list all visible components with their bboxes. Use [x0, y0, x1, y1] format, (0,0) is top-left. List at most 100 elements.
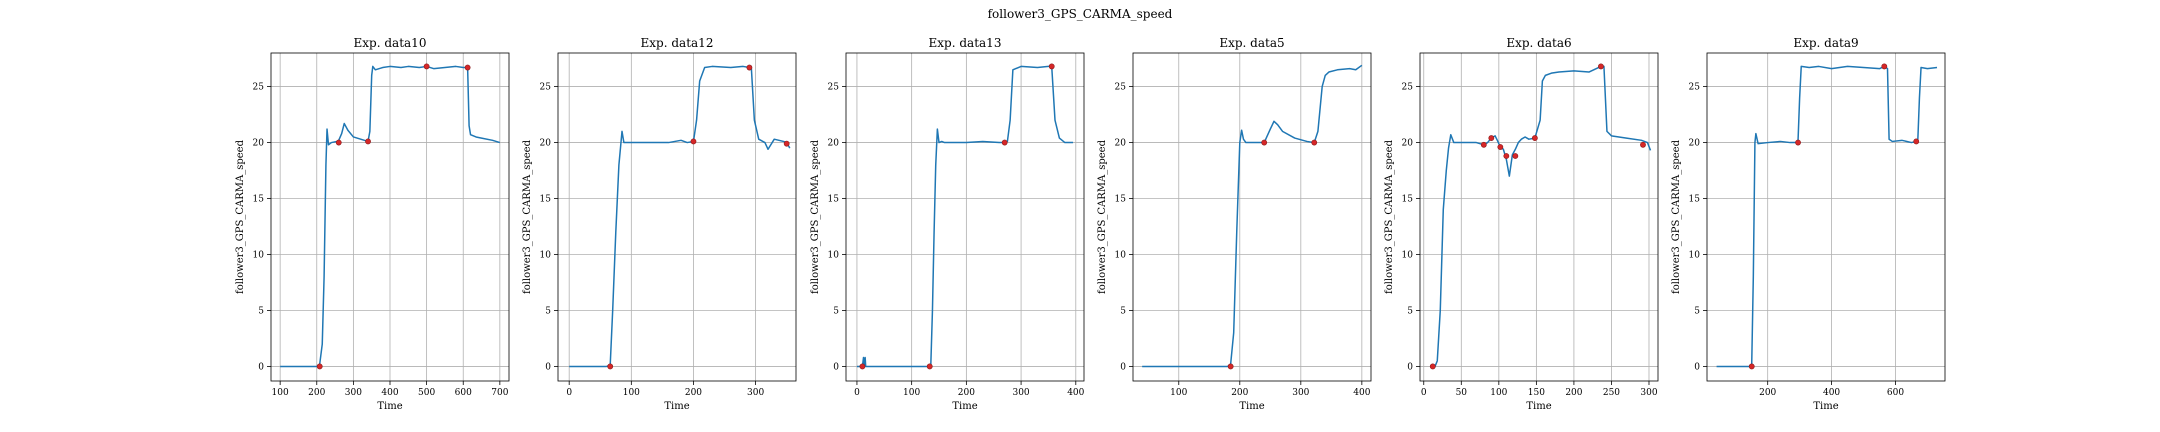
data-point-marker — [1640, 141, 1646, 148]
figure-title: follower3_GPS_CARMA_speed — [988, 7, 1173, 21]
x-tick-label: 200 — [1231, 388, 1248, 398]
data-point-marker — [316, 363, 323, 370]
x-tick-label: 300 — [1012, 388, 1029, 398]
data-point-marker — [783, 140, 790, 147]
panel-0: 100 200 300 400 500 600 700 0 5 10 15 20 25 Exp. data… — [235, 36, 510, 412]
data-point-marker — [1913, 138, 1920, 145]
axes-frame — [845, 52, 1085, 382]
y-axis-label: follower3_GPS_CARMA_speed — [1097, 139, 1108, 294]
y-tick-label: 25 — [540, 83, 552, 93]
panel-4: 0 50 100 150 200 250 300 0 5 10 15 20 25 Exp. data6 Ti… — [1384, 36, 1659, 412]
grid — [271, 53, 509, 381]
y-axis-label: follower3_GPS_CARMA_speed — [522, 139, 533, 294]
data-point-marker — [1261, 139, 1268, 146]
x-tick-label: 100 — [272, 388, 289, 398]
x-tick-label: 200 — [1565, 388, 1582, 398]
data-point-marker — [1531, 135, 1538, 141]
x-tick-label: 150 — [1528, 388, 1545, 398]
y-tick-label: 25 — [1115, 83, 1127, 93]
data-point-marker — [1795, 139, 1801, 146]
y-tick-label: 0 — [258, 362, 264, 372]
x-tick-label: 0 — [854, 388, 860, 398]
y-tick-label: 20 — [253, 139, 265, 149]
data-point-marker — [423, 63, 430, 70]
y-tick-label: 0 — [1694, 362, 1700, 372]
panel-title: Exp. data13 — [929, 36, 1002, 50]
x-tick-label: 100 — [623, 388, 640, 398]
y-axis-label: follower3_GPS_CARMA_speed — [1671, 139, 1682, 294]
axes-frame — [1706, 52, 1946, 382]
data-point-marker — [859, 363, 866, 370]
grid — [1133, 53, 1371, 381]
data-point-marker — [1881, 63, 1888, 70]
data-point-marker — [746, 64, 753, 71]
y-axis-label: follower3_GPS_CARMA_speed — [810, 139, 821, 294]
x-tick-label: 50 — [1456, 388, 1468, 398]
x-tick-label: 600 — [1887, 388, 1904, 398]
x-tick-label: 100 — [1490, 388, 1507, 398]
panel-5: 200 400 600 0 5 10 15 20 25 Exp. data9 Time followe… — [1671, 36, 1946, 412]
y-tick-label: 15 — [540, 195, 552, 205]
y-tick-label: 20 — [540, 139, 552, 149]
panel-1: 0 100 200 300 0 5 10 15 20 25 Exp. data12 Time follo… — [522, 36, 797, 412]
y-tick-label: 20 — [1115, 139, 1127, 149]
y-tick-label: 10 — [1402, 251, 1414, 261]
x-tick-label: 600 — [455, 388, 472, 398]
data-point-marker — [1503, 153, 1510, 159]
x-tick-label: 200 — [958, 388, 975, 398]
x-tick-label: 400 — [381, 388, 398, 398]
data-point-marker — [1748, 363, 1755, 370]
axes-frame — [1419, 52, 1659, 382]
series-line — [856, 65, 1074, 368]
x-tick-label: 100 — [903, 388, 920, 398]
data-point-marker — [1311, 139, 1318, 146]
y-tick-label: 15 — [253, 195, 265, 205]
data-point-marker — [1512, 153, 1519, 159]
x-tick-label: 250 — [1603, 388, 1620, 398]
x-tick-label: 400 — [1067, 388, 1084, 398]
y-tick-label: 10 — [540, 251, 552, 261]
x-tick-label: 300 — [747, 388, 764, 398]
x-tick-label: 400 — [1823, 388, 1840, 398]
y-tick-label: 5 — [1120, 306, 1126, 316]
x-axis-label: Time — [952, 401, 977, 412]
x-tick-label: 300 — [345, 388, 362, 398]
y-tick-label: 10 — [828, 251, 840, 261]
x-axis-label: Time — [664, 401, 689, 412]
data-point-marker — [1048, 63, 1055, 70]
axes-frame — [1132, 52, 1372, 382]
y-axis-label: follower3_GPS_CARMA_speed — [235, 139, 246, 294]
y-axis-label: follower3_GPS_CARMA_speed — [1384, 139, 1395, 294]
series-line — [1431, 65, 1652, 368]
y-tick-label: 15 — [828, 195, 840, 205]
x-axis-label: Time — [1239, 401, 1264, 412]
y-tick-label: 10 — [1689, 251, 1701, 261]
data-point-marker — [1429, 363, 1436, 370]
panel-2: 0 100 200 300 400 0 5 10 15 20 25 Exp. data13 Time fo… — [810, 36, 1085, 412]
y-tick-label: 0 — [1407, 362, 1413, 372]
x-axis-label: Time — [1813, 401, 1838, 412]
panel-title: Exp. data12 — [641, 36, 714, 50]
x-tick-label: 300 — [1640, 388, 1657, 398]
x-axis-label: Time — [377, 401, 402, 412]
y-tick-label: 25 — [253, 83, 265, 93]
data-point-marker — [1488, 135, 1495, 141]
y-tick-label: 20 — [828, 139, 840, 149]
y-tick-label: 0 — [545, 362, 551, 372]
x-tick-label: 300 — [1292, 388, 1309, 398]
x-tick-label: 0 — [1421, 388, 1427, 398]
y-tick-label: 20 — [1402, 139, 1414, 149]
data-point-marker — [607, 363, 614, 370]
data-point-marker — [1497, 144, 1504, 150]
series-line — [569, 65, 791, 368]
x-tick-label: 100 — [1170, 388, 1187, 398]
x-tick-label: 700 — [491, 388, 508, 398]
y-tick-label: 15 — [1689, 195, 1701, 205]
y-tick-label: 15 — [1115, 195, 1127, 205]
y-tick-label: 10 — [1115, 251, 1127, 261]
data-point-marker — [1480, 141, 1487, 148]
series-line — [1142, 64, 1363, 368]
axes-frame — [270, 52, 510, 382]
data-point-marker — [464, 64, 471, 71]
